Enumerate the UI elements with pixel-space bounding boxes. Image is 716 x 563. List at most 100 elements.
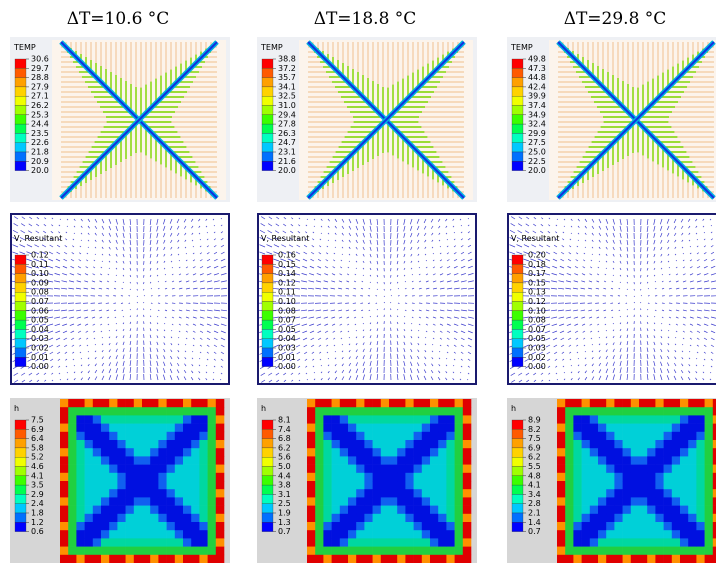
- cell: [109, 399, 118, 408]
- vector: [553, 344, 558, 348]
- vector: [660, 267, 663, 270]
- cell: [454, 554, 464, 563]
- vector: [106, 287, 110, 290]
- cell: [92, 399, 102, 408]
- vector: [668, 323, 671, 326]
- legend-swatch: [14, 447, 27, 458]
- vector: [198, 364, 201, 367]
- vector: [206, 337, 211, 340]
- cell: [92, 530, 102, 539]
- vector: [611, 280, 614, 283]
- vector: [431, 239, 434, 242]
- cell: [680, 554, 689, 563]
- cell: [389, 554, 398, 563]
- vector: [554, 238, 558, 241]
- cell: [174, 505, 184, 515]
- vector: [626, 225, 629, 232]
- cell: [704, 448, 714, 457]
- vector: [339, 323, 343, 326]
- vector: [199, 323, 204, 326]
- vector: [577, 232, 580, 235]
- legend-swatch: [261, 282, 274, 293]
- cell: [84, 505, 94, 515]
- vector: [666, 368, 670, 374]
- vector: [198, 232, 201, 235]
- vector: [77, 273, 82, 276]
- cell: [133, 538, 143, 547]
- vector: [184, 239, 187, 242]
- vector: [467, 273, 474, 276]
- cell: [356, 440, 365, 449]
- cell: [421, 423, 431, 433]
- vector: [149, 374, 152, 381]
- vector: [439, 273, 444, 276]
- legend-value: 6.9: [528, 443, 541, 452]
- cell: [413, 464, 423, 474]
- vector: [460, 258, 465, 262]
- cell: [174, 546, 184, 556]
- cell: [438, 423, 447, 433]
- vector: [294, 323, 301, 326]
- vector: [169, 362, 173, 367]
- cell: [142, 456, 151, 465]
- cell: [438, 538, 447, 547]
- cell: [364, 407, 373, 416]
- vector: [598, 260, 600, 262]
- vector: [79, 351, 82, 354]
- vector: [577, 218, 580, 222]
- cell: [671, 530, 681, 539]
- legend-swatch: [14, 264, 27, 274]
- vector: [212, 378, 215, 381]
- vector: [460, 224, 463, 227]
- vector: [369, 253, 372, 258]
- vector: [619, 360, 622, 367]
- vector: [425, 266, 428, 269]
- vector: [206, 231, 209, 234]
- cell: [191, 415, 200, 424]
- vector: [185, 273, 189, 276]
- cell: [84, 481, 94, 490]
- vector: [220, 280, 227, 283]
- vector: [286, 288, 294, 290]
- vector: [417, 349, 420, 353]
- vector: [568, 337, 572, 340]
- cell: [573, 415, 582, 424]
- vector: [206, 330, 211, 334]
- vector: [302, 258, 308, 262]
- vector: [390, 295, 393, 297]
- vector: [537, 330, 544, 334]
- vector: [532, 230, 537, 234]
- cell: [331, 530, 341, 539]
- vector: [122, 348, 125, 353]
- vector: [220, 337, 226, 341]
- vector: [577, 371, 580, 374]
- legend-value: 8.2: [528, 425, 541, 434]
- vector: [702, 378, 705, 381]
- cell: [712, 530, 716, 539]
- cell: [215, 497, 225, 506]
- vector: [460, 265, 466, 269]
- vector: [523, 244, 530, 248]
- vector: [12, 229, 19, 234]
- cell: [413, 415, 423, 424]
- vector: [509, 229, 516, 234]
- vector: [361, 316, 364, 319]
- vector: [438, 370, 441, 374]
- vector: [48, 258, 54, 262]
- cell: [688, 407, 697, 416]
- cell: [589, 399, 599, 408]
- diagonal-core: [307, 41, 465, 199]
- vector: [191, 364, 194, 367]
- vector: [604, 316, 607, 319]
- vector: [702, 371, 705, 374]
- vector: [538, 351, 544, 355]
- legend-swatch: [261, 484, 274, 495]
- vector: [61, 280, 68, 283]
- vector: [460, 351, 464, 354]
- cell: [614, 530, 623, 539]
- cell: [158, 513, 167, 523]
- vector: [283, 372, 287, 376]
- vector: [570, 364, 573, 367]
- vector: [625, 302, 628, 304]
- cell: [680, 464, 689, 474]
